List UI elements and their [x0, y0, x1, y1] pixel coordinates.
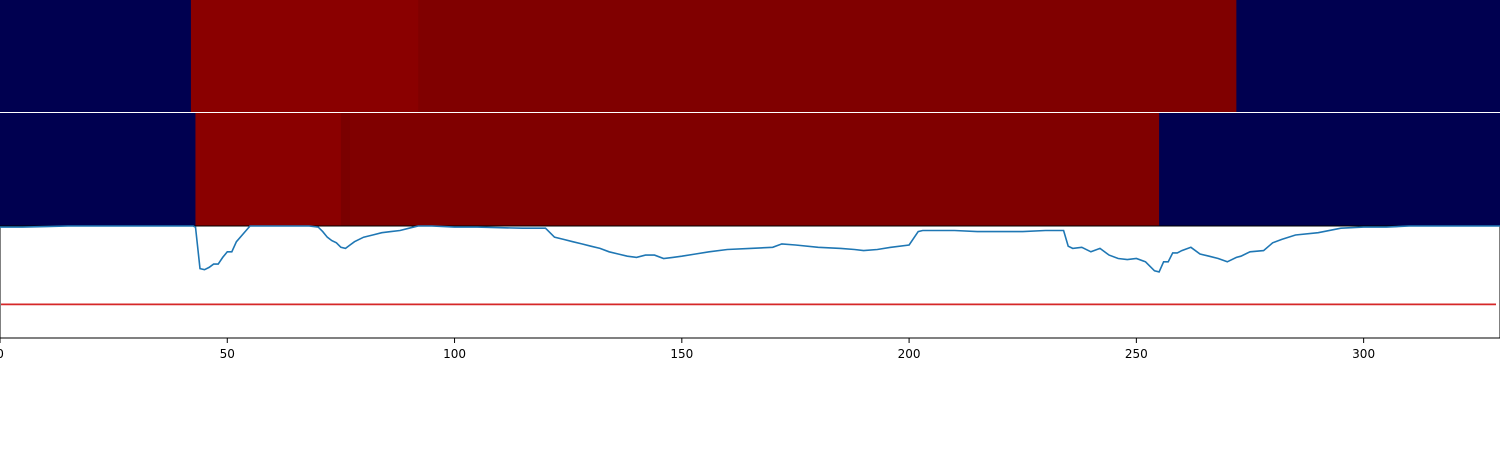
heatmap-cell-row0-seg0: [0, 0, 192, 112]
x-tick-label: 50: [220, 347, 235, 361]
heatmap-row-bottom: [0, 112, 1500, 226]
series-line: [0, 225, 1500, 273]
x-tick-label: 150: [670, 347, 693, 361]
x-axis: 0 50 100 150 200 250 300: [0, 337, 1500, 361]
x-tick-label: 300: [1352, 347, 1375, 361]
heatmap-cell-row0-seg1: [190, 0, 419, 112]
line-panel: [0, 225, 1500, 339]
heatmap-cell-row1-seg1: [195, 113, 342, 226]
heatmap-cell-row0-seg3: [1236, 0, 1500, 112]
line-panel-frame: [0, 225, 1500, 339]
heatmap-row-top: [0, 0, 1500, 112]
heatmap-cell-row1-seg3: [350, 113, 1160, 226]
x-tick-label: 200: [898, 347, 921, 361]
x-tick-label: 0: [0, 347, 4, 361]
heatmap-cell-row1-seg2: [340, 113, 351, 226]
x-tick-label: 100: [443, 347, 466, 361]
x-tick-label: 250: [1125, 347, 1148, 361]
heatmap-row-separator: [0, 112, 1500, 113]
heatmap-cell-row0-seg2: [418, 0, 1237, 112]
heatmap-cell-row1-seg4: [1159, 113, 1500, 226]
heatmap-cell-row1-seg0: [0, 113, 197, 226]
